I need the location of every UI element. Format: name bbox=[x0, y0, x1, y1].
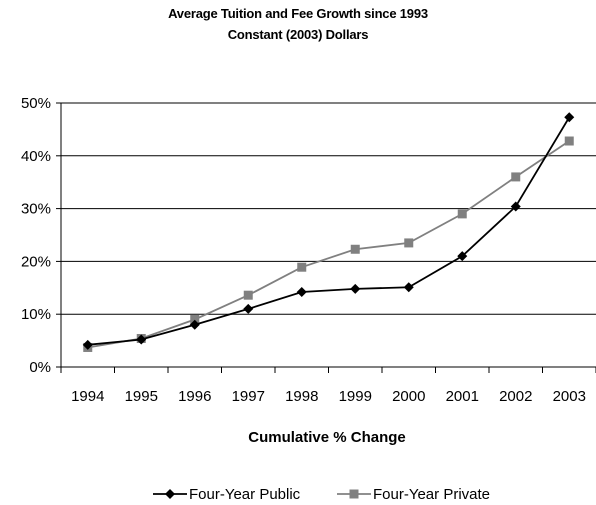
data-point-diamond bbox=[296, 287, 307, 298]
data-point-diamond bbox=[243, 303, 254, 314]
y-tick-label: 10% bbox=[21, 306, 51, 323]
x-axis-title: Cumulative % Change bbox=[248, 429, 406, 446]
y-tick-label: 30% bbox=[21, 201, 51, 218]
x-tick-label: 2002 bbox=[499, 388, 532, 405]
legend-label: Four-Year Private bbox=[373, 486, 490, 503]
x-tick-label: 1999 bbox=[339, 388, 372, 405]
data-point-diamond bbox=[189, 319, 200, 330]
series-line bbox=[87, 116, 571, 346]
data-point-diamond bbox=[403, 282, 414, 293]
x-tick-label: 1998 bbox=[285, 388, 318, 405]
y-tick-label: 50% bbox=[21, 95, 51, 112]
data-point-diamond bbox=[350, 283, 361, 294]
x-tick-label: 1994 bbox=[71, 388, 104, 405]
data-point-diamond bbox=[510, 201, 521, 212]
data-point-square bbox=[457, 209, 467, 219]
data-point-diamond bbox=[564, 112, 575, 123]
y-tick-label: 40% bbox=[21, 148, 51, 165]
data-point-diamond bbox=[82, 339, 93, 350]
legend-marker-diamond bbox=[165, 489, 175, 499]
x-tick-label: 1996 bbox=[178, 388, 211, 405]
chart-subtitle: Constant (2003) Dollars bbox=[227, 27, 369, 42]
data-point-square bbox=[190, 314, 200, 324]
y-tick-label: 20% bbox=[21, 253, 51, 270]
chart-title: Average Tuition and Fee Growth since 199… bbox=[168, 6, 428, 21]
data-point-diamond bbox=[457, 251, 468, 262]
x-tick-label: 1997 bbox=[232, 388, 265, 405]
data-point-square bbox=[243, 290, 253, 300]
x-tick-label: 1995 bbox=[125, 388, 158, 405]
x-tick-label: 2000 bbox=[392, 388, 425, 405]
x-tick-label: 2003 bbox=[553, 388, 586, 405]
y-tick-label: 0% bbox=[29, 359, 51, 376]
legend-marker-square bbox=[349, 489, 359, 499]
data-point-square bbox=[511, 172, 521, 182]
data-point-square bbox=[404, 238, 414, 248]
data-point-square bbox=[564, 136, 574, 146]
data-point-square bbox=[297, 262, 307, 272]
data-point-square bbox=[350, 244, 360, 254]
x-tick-label: 2001 bbox=[446, 388, 479, 405]
legend-label: Four-Year Public bbox=[189, 486, 301, 503]
data-point-diamond bbox=[136, 334, 147, 345]
series-line bbox=[87, 140, 570, 349]
